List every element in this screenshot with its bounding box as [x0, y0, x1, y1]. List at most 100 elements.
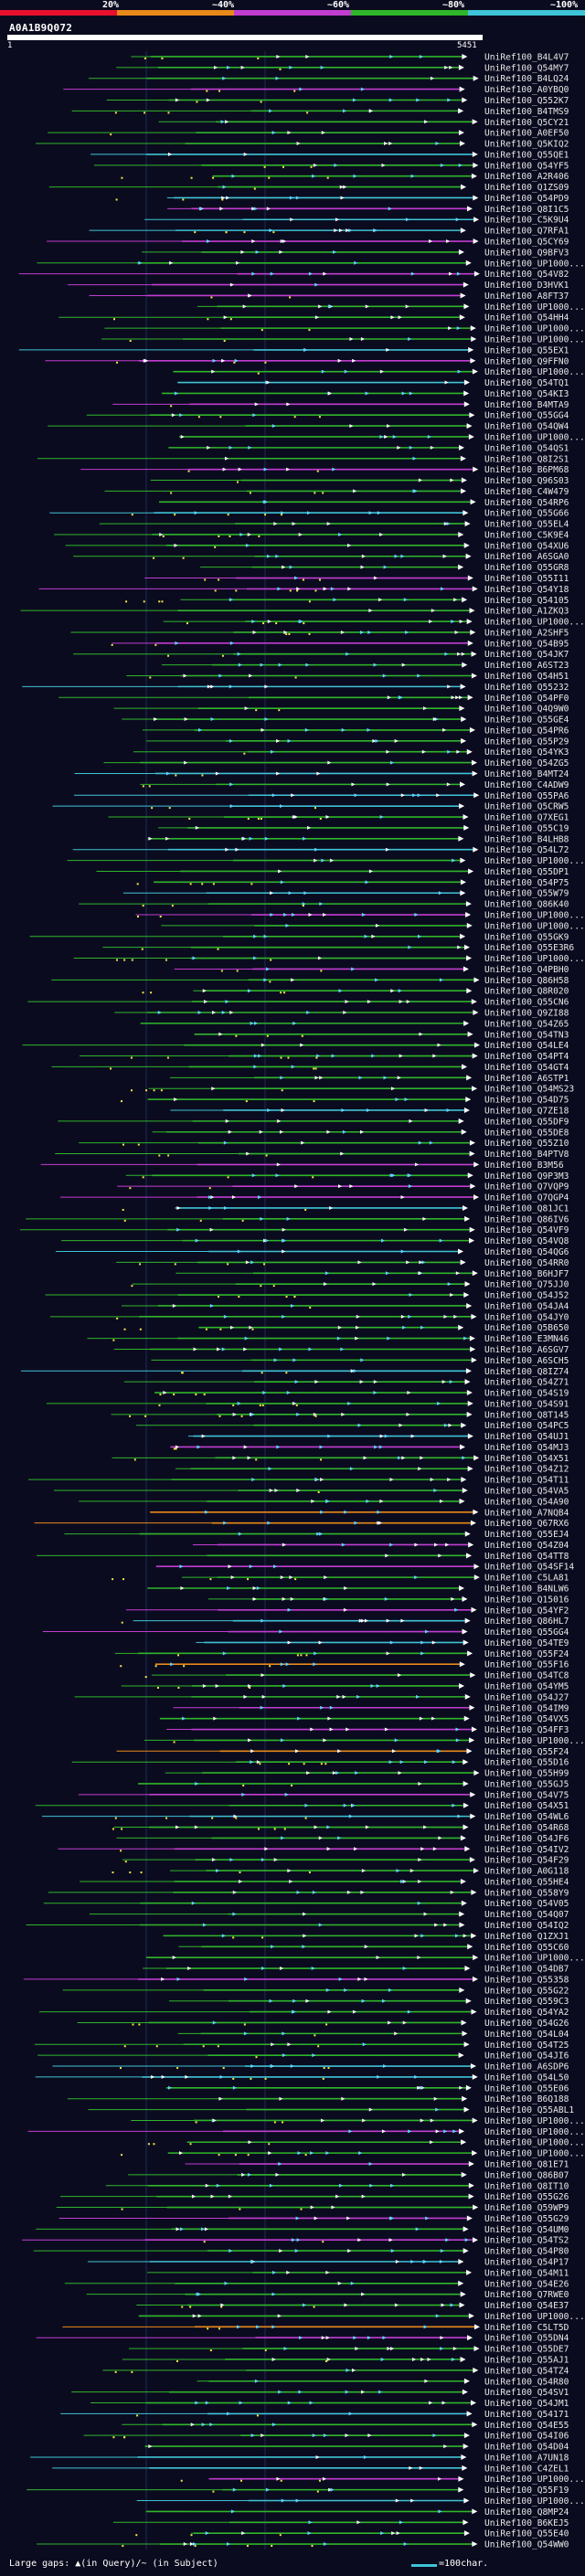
hit-label[interactable]: UniRef100_Q1ZXJ1: [484, 1932, 569, 1942]
hit-row[interactable]: UniRef100_Q54TC8: [144, 1671, 569, 1681]
hit-row[interactable]: UniRef100_Q54FF3: [166, 1725, 569, 1735]
hit-label[interactable]: UniRef100_Q55PA6: [484, 791, 569, 801]
hit-label[interactable]: UniRef100_UP1000...: [484, 2496, 585, 2507]
hit-row[interactable]: UniRef100_Q5B650: [123, 1323, 569, 1333]
hit-row[interactable]: UniRef100_Q54YK3: [133, 747, 569, 758]
hit-label[interactable]: UniRef100_Q54Q07: [484, 1910, 569, 1920]
hit-row[interactable]: UniRef100_Q67RX6: [34, 1519, 569, 1529]
hit-label[interactable]: UniRef100_Q54TE9: [484, 1638, 569, 1648]
hit-row[interactable]: UniRef100_Q54D75: [121, 1096, 569, 1106]
hit-label[interactable]: UniRef100_Q1ZS09: [484, 183, 569, 193]
hit-label[interactable]: UniRef100_Q54IV2: [484, 1845, 569, 1855]
hit-row[interactable]: UniRef100_Q54MS23: [130, 1085, 574, 1095]
hit-row[interactable]: UniRef100_Q54PF0: [58, 694, 569, 704]
hit-label[interactable]: UniRef100_Q7QGP4: [484, 1193, 569, 1203]
hit-label[interactable]: UniRef100_Q81E71: [484, 2160, 569, 2170]
hit-label[interactable]: UniRef100_Q5CY21: [484, 118, 569, 128]
hit-row[interactable]: UniRef100_Q54I06: [83, 2432, 569, 2442]
hit-label[interactable]: UniRef100_Q54T25: [484, 2041, 569, 2051]
hit-row[interactable]: UniRef100_A6SDP6: [52, 2062, 569, 2072]
hit-row[interactable]: UniRef100_Q54E37: [136, 2301, 569, 2311]
hit-row[interactable]: UniRef100_Q54S19: [154, 1389, 569, 1399]
hit-label[interactable]: UniRef100_Q86HL7: [484, 1617, 569, 1627]
hit-row[interactable]: UniRef100_Q55CN6: [27, 998, 569, 1008]
hit-label[interactable]: UniRef100_Q96S03: [484, 476, 569, 486]
hit-label[interactable]: UniRef100_Q54PD9: [484, 194, 569, 204]
hit-row[interactable]: UniRef100_Q55C19: [158, 823, 569, 833]
hit-row[interactable]: UniRef100_Q9BFV3: [142, 248, 569, 258]
hit-row[interactable]: UniRef100_B6PM68: [80, 465, 569, 475]
hit-label[interactable]: UniRef100_B4MTA9: [484, 400, 569, 410]
hit-row[interactable]: UniRef100_Q55HE4: [80, 1877, 569, 1887]
hit-label[interactable]: UniRef100_Q55GE4: [484, 716, 569, 726]
hit-label[interactable]: UniRef100_Q55C60: [484, 1943, 569, 1953]
hit-row[interactable]: UniRef100_Q86B07: [128, 2170, 569, 2180]
hit-row[interactable]: UniRef100_Q55F19: [27, 2486, 569, 2496]
hit-label[interactable]: UniRef100_Q55H99: [484, 1769, 569, 1779]
hit-label[interactable]: UniRef100_Q55I11: [484, 574, 569, 584]
hit-label[interactable]: UniRef100_B6HJF7: [484, 1269, 569, 1279]
hit-label[interactable]: UniRef100_Q54IQ2: [484, 1921, 569, 1931]
hit-row[interactable]: UniRef100_C5LT5D: [62, 2323, 569, 2333]
hit-row[interactable]: UniRef100_Q55QE1: [90, 150, 569, 160]
hit-row[interactable]: UniRef100_UP1000...: [138, 2312, 585, 2322]
hit-row[interactable]: UniRef100_A6STP1: [169, 1074, 569, 1084]
hit-label[interactable]: UniRef100_Q54YK3: [484, 747, 569, 758]
hit-row[interactable]: UniRef100_Q54P75: [136, 878, 569, 888]
hit-row[interactable]: UniRef100_UP1000...: [104, 324, 585, 334]
hit-label[interactable]: UniRef100_Q54XU6: [484, 541, 569, 551]
hit-row[interactable]: UniRef100_UP1000...: [27, 2127, 585, 2137]
hit-label[interactable]: UniRef100_A2R406: [484, 172, 569, 182]
hit-row[interactable]: UniRef100_Q8R020: [142, 987, 569, 997]
hit-label[interactable]: UniRef100_Q86H58: [484, 976, 569, 986]
hit-label[interactable]: UniRef100_Q55G22: [484, 1986, 569, 1996]
hit-label[interactable]: UniRef100_UP1000...: [484, 302, 585, 313]
hit-label[interactable]: UniRef100_Q54VX5: [484, 1714, 569, 1724]
hit-row[interactable]: UniRef100_Q54SF14: [155, 1563, 575, 1573]
hit-row[interactable]: UniRef100_UP1000...: [144, 1736, 585, 1746]
hit-label[interactable]: UniRef100_Q55GJ5: [484, 1779, 569, 1789]
hit-row[interactable]: UniRef100_Q54L04: [177, 2030, 569, 2040]
hit-label[interactable]: UniRef100_UP1000...: [484, 1954, 585, 1964]
hit-label[interactable]: UniRef100_Q5CRW5: [484, 802, 569, 812]
hit-row[interactable]: UniRef100_Q5CY21: [158, 118, 569, 128]
hit-label[interactable]: UniRef100_Q55F24: [484, 1649, 569, 1659]
hit-label[interactable]: UniRef100_C4ADW9: [484, 780, 569, 790]
hit-row[interactable]: UniRef100_Q54ZG5: [103, 758, 569, 769]
hit-label[interactable]: UniRef100_A6SDP6: [484, 2062, 569, 2072]
hit-row[interactable]: UniRef100_Q54WW0: [37, 2540, 569, 2550]
hit-label[interactable]: UniRef100_Q54L04: [484, 2030, 569, 2040]
hit-row[interactable]: UniRef100_Q54JF6: [116, 1834, 569, 1844]
hit-label[interactable]: UniRef100_Q54Z65: [484, 1019, 569, 1029]
hit-row[interactable]: UniRef100_Q54RR0: [116, 1258, 569, 1268]
hit-row[interactable]: UniRef100_C5LA81: [112, 1574, 569, 1584]
hit-row[interactable]: UniRef100_Q55GR8: [200, 563, 569, 573]
hit-label[interactable]: UniRef100_Q55GG4: [484, 1627, 569, 1638]
hit-label[interactable]: UniRef100_A2SHF5: [484, 628, 569, 638]
hit-label[interactable]: UniRef100_Q54MY7: [484, 63, 569, 73]
hit-row[interactable]: UniRef100_A6SGV7: [114, 1345, 569, 1355]
hit-label[interactable]: UniRef100_Q86B07: [484, 2170, 569, 2180]
hit-row[interactable]: UniRef100_C5K9E4: [54, 530, 569, 540]
hit-label[interactable]: UniRef100_A6SGA0: [484, 552, 569, 562]
hit-row[interactable]: UniRef100_B4NLW6: [147, 1585, 569, 1595]
hit-row[interactable]: UniRef100_Q54TZ4: [102, 2366, 569, 2376]
hit-label[interactable]: UniRef100_Q54TQ1: [484, 378, 569, 388]
hit-label[interactable]: UniRef100_Q55G66: [484, 509, 569, 519]
hit-row[interactable]: UniRef100_A7UN18: [30, 2453, 569, 2463]
hit-row[interactable]: UniRef100_Q55C60: [178, 1943, 569, 1953]
hit-label[interactable]: UniRef100_B4MT24: [484, 769, 569, 779]
hit-label[interactable]: UniRef100_Q55E3R6: [484, 943, 574, 953]
hit-label[interactable]: UniRef100_Q54MS23: [484, 1085, 574, 1095]
hit-label[interactable]: UniRef100_Q55W79: [484, 889, 569, 899]
hit-row[interactable]: UniRef100_Q4Q9W0: [113, 705, 569, 715]
hit-row[interactable]: UniRef100_B4TMS9: [71, 107, 569, 117]
hit-label[interactable]: UniRef100_Q55P29: [484, 737, 569, 747]
hit-label[interactable]: UniRef100_Q54PT4: [484, 1052, 569, 1062]
hit-row[interactable]: UniRef100_Q1ZS09: [48, 183, 569, 193]
hit-label[interactable]: UniRef100_Q54SF14: [484, 1563, 574, 1573]
hit-row[interactable]: UniRef100_Q54B95: [111, 639, 569, 649]
hit-label[interactable]: UniRef100_Q59WP9: [484, 2203, 569, 2213]
hit-row[interactable]: UniRef100_A2SHF5: [70, 628, 569, 638]
hit-label[interactable]: UniRef100_Q9FFN0: [484, 356, 569, 366]
